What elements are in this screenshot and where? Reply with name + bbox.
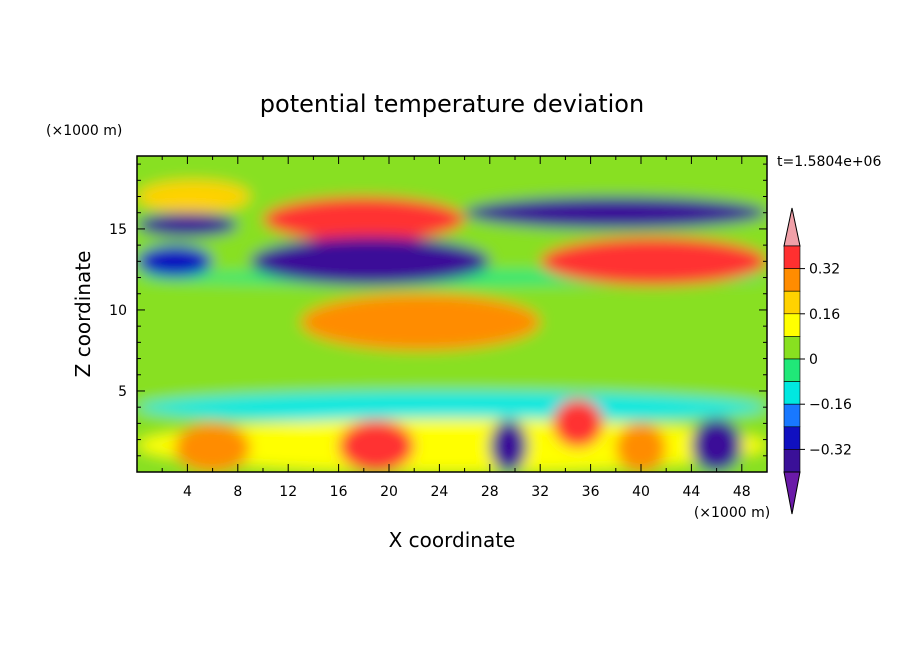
x-tick-label: 28 [481,484,499,500]
time-label: t=1.5804e+06 [777,154,881,170]
colorbar-box [783,358,801,382]
field-region [263,196,465,242]
y-axis: 5 10 15 [109,163,767,457]
x-tick-label: 4 [183,484,192,500]
colorbar-box [783,245,801,269]
field-region [615,423,667,472]
field-region [338,420,415,472]
y-tick-label: 5 [118,384,127,400]
chart-title: potential temperature deviation [260,90,644,118]
field-region [552,399,604,448]
x-tick-label: 8 [233,484,242,500]
field-region [137,318,314,383]
y-axis-label: Z coordinate [71,251,95,378]
field-region [137,212,238,238]
field-region [540,237,767,286]
field-region [300,293,541,351]
colorbar-label: 0 [809,352,818,368]
colorbar-label: −0.32 [809,442,852,458]
x-tick-label: 24 [430,484,448,500]
field-region [137,390,767,424]
colorbar-box [783,336,801,360]
colorbar-bottom-triangle [783,471,801,515]
field-region [137,245,213,278]
colorbar-label: −0.16 [809,397,852,413]
y-tick-label: 15 [109,222,127,238]
colorbar-box [783,290,801,315]
x-tick-label: 44 [682,484,700,500]
x-axis-label: X coordinate [389,528,516,552]
colorbar-box [783,403,801,428]
field-region [137,156,767,189]
colorbar-label: 0.32 [809,262,840,278]
x-unit-label: (×1000 m) [694,505,770,521]
x-tick-label: 16 [330,484,348,500]
field-region [452,326,767,375]
colorbar-box [783,381,801,405]
colorbar-top-triangle [783,207,801,247]
x-tick-label: 32 [531,484,549,500]
field-region [137,180,251,213]
x-tick-label: 20 [380,484,398,500]
colorbar-box [783,449,801,473]
y-tick-label: 10 [109,303,127,319]
colorbar: 0.32 0.16 0 −0.16 −0.32 [783,207,852,515]
x-tick-label: 40 [632,484,650,500]
colorbar-box [783,268,801,292]
x-tick-label: 12 [279,484,297,500]
field-region [137,418,767,472]
field-region [174,423,251,472]
colorbar-label: 0.16 [809,307,840,323]
field-region [464,196,767,229]
plot-frame [136,155,768,473]
colorbar-box [783,313,801,337]
colorbar-box [783,426,801,450]
y-unit-label: (×1000 m) [46,123,122,139]
field-region [489,420,528,472]
x-tick-label: 48 [733,484,751,500]
x-axis: 4 8 12 16 20 24 28 32 36 40 44 48 [161,156,768,500]
x-tick-label: 36 [582,484,600,500]
field-region [691,418,742,472]
heatmap-field [137,156,767,472]
field-region [250,237,490,286]
